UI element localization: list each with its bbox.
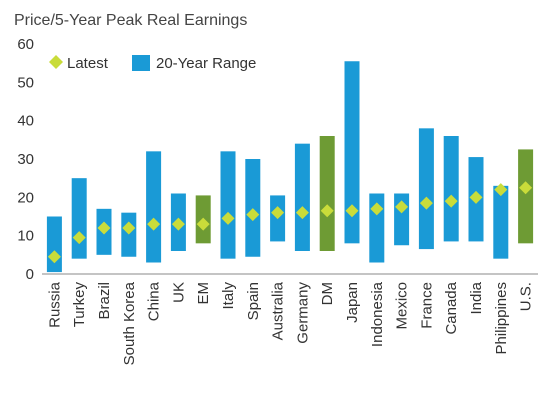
range-bar	[493, 185, 509, 259]
legend-range-swatch	[132, 55, 150, 71]
range-bar	[518, 149, 534, 244]
latest-marker	[122, 221, 136, 235]
range-bar	[294, 143, 310, 251]
range-bar	[418, 128, 434, 250]
category-label: Spain	[245, 282, 262, 320]
latest-marker	[444, 194, 458, 208]
y-axis-label: Price/5-Year Peak Real Earnings	[14, 12, 247, 29]
category-label: India	[468, 281, 485, 314]
category-label: France	[418, 282, 435, 329]
latest-marker	[320, 204, 334, 218]
category-label: Turkey	[71, 282, 88, 328]
legend-latest-marker	[49, 55, 63, 69]
latest-marker	[469, 190, 483, 204]
latest-marker	[47, 250, 61, 264]
latest-marker	[419, 196, 433, 210]
category-label: Germany	[294, 282, 311, 344]
category-label: Russia	[46, 281, 63, 328]
category-label: U.S.	[518, 282, 535, 311]
range-bar	[121, 212, 137, 257]
category-label: Australia	[270, 281, 287, 340]
latest-marker	[345, 204, 359, 218]
category-label: China	[146, 281, 163, 321]
category-label: EM	[195, 282, 212, 305]
category-label: DM	[319, 282, 336, 305]
range-bar	[245, 159, 261, 257]
category-label: Indonesia	[369, 281, 386, 347]
legend-range-label: 20-Year Range	[156, 55, 256, 72]
latest-marker	[97, 221, 111, 235]
category-labels: Russia Turkey Brazil South Korea China UK EM It…	[46, 281, 534, 365]
range-bar	[443, 136, 459, 242]
latest-marker	[171, 217, 185, 231]
latest-marker	[370, 202, 384, 216]
range-bars	[46, 61, 534, 273]
range-bar	[220, 151, 236, 259]
latest-marker	[221, 211, 235, 225]
category-label: Japan	[344, 282, 361, 323]
y-tick-label: 30	[17, 151, 34, 168]
latest-marker	[246, 208, 260, 222]
category-label: Philippines	[493, 282, 510, 355]
legend-latest-label: Latest	[67, 55, 109, 72]
range-bar	[46, 216, 62, 273]
category-label: Mexico	[394, 282, 411, 330]
range-bar	[146, 151, 162, 263]
latest-marker	[72, 231, 86, 245]
range-bar	[319, 136, 335, 251]
category-label: Brazil	[96, 282, 113, 320]
category-label: UK	[170, 282, 187, 303]
y-tick-label: 20	[17, 189, 34, 206]
category-label: Canada	[443, 281, 460, 334]
y-tick-label: 0	[26, 266, 34, 283]
latest-markers	[47, 181, 533, 264]
latest-marker	[147, 217, 161, 231]
range-bar	[71, 178, 87, 259]
y-axis-ticks: 0 10 20 30 40 50 60	[17, 36, 34, 283]
latest-marker	[295, 206, 309, 220]
category-label: South Korea	[121, 281, 138, 365]
latest-marker	[395, 200, 409, 214]
category-label: Italy	[220, 282, 237, 310]
latest-marker	[519, 181, 533, 195]
latest-marker	[196, 217, 210, 231]
y-tick-label: 10	[17, 228, 34, 245]
latest-marker	[494, 183, 508, 197]
legend: Latest 20-Year Range	[49, 55, 256, 72]
y-tick-label: 40	[17, 113, 34, 130]
range-bar	[344, 61, 360, 244]
latest-marker	[271, 206, 285, 220]
y-tick-label: 60	[17, 36, 34, 53]
y-tick-label: 50	[17, 74, 34, 91]
